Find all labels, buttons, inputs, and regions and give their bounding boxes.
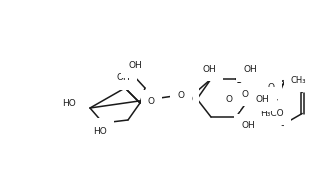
Text: OH: OH [241, 122, 255, 130]
Text: O: O [185, 94, 192, 104]
Text: OH: OH [202, 64, 216, 74]
Text: O: O [177, 91, 184, 100]
Text: O: O [226, 95, 233, 104]
Text: OH: OH [256, 94, 270, 104]
Text: O: O [268, 83, 275, 92]
Text: H₃CO: H₃CO [260, 109, 284, 117]
Text: OH: OH [128, 61, 142, 70]
Text: O: O [99, 126, 107, 135]
Text: HO: HO [62, 98, 76, 107]
Text: O: O [242, 90, 249, 99]
Text: OH: OH [243, 66, 257, 74]
Text: CH₃: CH₃ [291, 76, 306, 85]
Text: OH: OH [116, 74, 130, 83]
Text: O: O [148, 98, 155, 107]
Text: HO: HO [93, 128, 107, 137]
